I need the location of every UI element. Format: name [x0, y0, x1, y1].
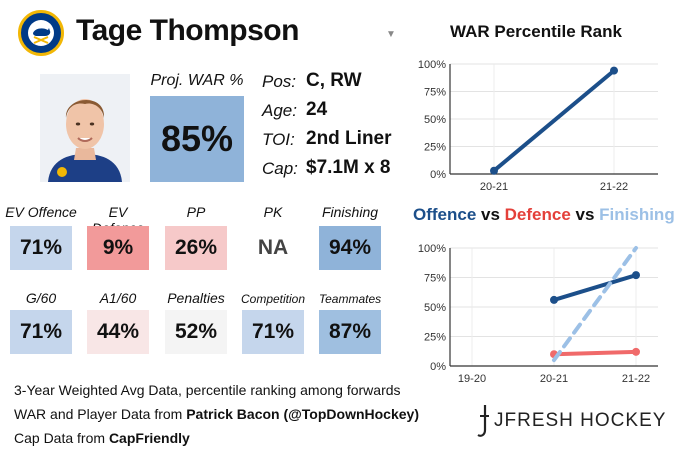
footer-source-cap: Cap Data from CapFriendly — [14, 430, 190, 446]
y-tick-label: 75% — [424, 273, 446, 285]
y-tick-label: 50% — [424, 302, 446, 314]
y-tick-label: 0% — [430, 361, 446, 373]
pos-label: Pos: — [262, 72, 297, 91]
stat-label: PK — [263, 204, 283, 220]
stat-label: EV Offence — [5, 204, 77, 220]
stat-value: 44% — [87, 310, 149, 354]
y-tick-label: 25% — [424, 142, 446, 154]
proj-war-value: 85% — [150, 96, 244, 182]
player-headshot — [40, 74, 130, 182]
stat-value: 71% — [242, 310, 304, 354]
war-percentile-chart: 0% 25% 50% 75% 100% 20-21 21-22 — [418, 59, 658, 193]
chart2-title-finishing: Finishing — [599, 205, 675, 224]
age-label: Age: — [262, 101, 297, 120]
toi-label: TOI: — [262, 130, 295, 149]
series-line-0 — [492, 68, 616, 173]
player-name: Tage Thompson — [76, 14, 299, 47]
chart2-title-offence: Offence — [413, 205, 477, 224]
brand-name: JFRESH HOCKEY — [494, 410, 667, 431]
offence-defence-finishing-chart: 0% 25% 50% 75% 100% 19-20 20-21 21-22 — [418, 243, 658, 385]
footer-source-name: Patrick Bacon (@TopDownHockey) — [186, 406, 419, 422]
stat-label: G/60 — [25, 290, 57, 306]
brand-logo-icon — [477, 405, 489, 437]
footer-source-war: WAR and Player Data from Patrick Bacon (… — [14, 406, 419, 422]
data-point — [490, 166, 498, 175]
stat-label: PP — [186, 204, 206, 220]
stat-value: 52% — [165, 310, 227, 354]
proj-war-label: Proj. WAR % — [150, 72, 244, 89]
footer-cap-name: CapFriendly — [108, 430, 190, 446]
x-tick-label: 21-22 — [600, 181, 628, 193]
stat-label: Finishing — [321, 204, 379, 220]
x-tick-label: 20-21 — [480, 181, 508, 193]
x-tick-label: 20-21 — [540, 373, 568, 385]
chevron-down-icon[interactable]: ▼ — [386, 29, 396, 40]
stat-value: 71% — [10, 226, 72, 270]
cap-label: Cap: — [262, 159, 298, 178]
y-tick-label: 100% — [418, 59, 446, 71]
stat-label: Teammates — [318, 292, 382, 306]
stat-label: A1/60 — [99, 290, 137, 306]
chart1-title: WAR Percentile Rank — [450, 22, 622, 41]
x-tick-label: 21-22 — [622, 373, 650, 385]
stat-value: 71% — [10, 310, 72, 354]
stat-value: 94% — [319, 226, 381, 270]
y-tick-label: 50% — [424, 114, 446, 126]
chart2-title-vs2: vs — [570, 205, 600, 224]
age-value: 24 — [306, 99, 328, 120]
footer-cap-prefix: Cap Data from — [14, 430, 109, 446]
series-line-offence — [552, 273, 638, 302]
stat-label: Penalties — [167, 290, 225, 306]
stat-value: NA — [242, 226, 304, 270]
cap-value: $7.1M x 8 — [306, 157, 391, 178]
y-tick-label: 100% — [418, 243, 446, 255]
data-point — [632, 271, 640, 280]
chart2-title: Offence vs Defence vs Finishing — [413, 205, 675, 225]
stat-value: 9% — [87, 226, 149, 270]
series-line-defence — [552, 349, 638, 357]
y-tick-label: 0% — [430, 169, 446, 181]
data-point — [632, 347, 640, 356]
data-point — [550, 295, 558, 304]
footer-source-prefix: WAR and Player Data from — [14, 406, 187, 422]
stat-label: Competition — [240, 292, 306, 306]
y-tick-label: 75% — [424, 87, 446, 99]
y-tick-label: 25% — [424, 332, 446, 344]
team-logo-icon — [18, 10, 64, 56]
stat-value: 87% — [319, 310, 381, 354]
chart2-title-vs1: vs — [476, 205, 505, 224]
toi-value: 2nd Liner — [306, 128, 392, 149]
stat-value: 26% — [165, 226, 227, 270]
footer-note: 3-Year Weighted Avg Data, percentile ran… — [14, 382, 401, 398]
data-point — [610, 66, 618, 75]
x-tick-label: 19-20 — [458, 373, 486, 385]
chart2-title-defence: Defence — [504, 205, 571, 224]
series-line-finishing — [552, 246, 638, 363]
pos-value: C, RW — [306, 70, 362, 91]
